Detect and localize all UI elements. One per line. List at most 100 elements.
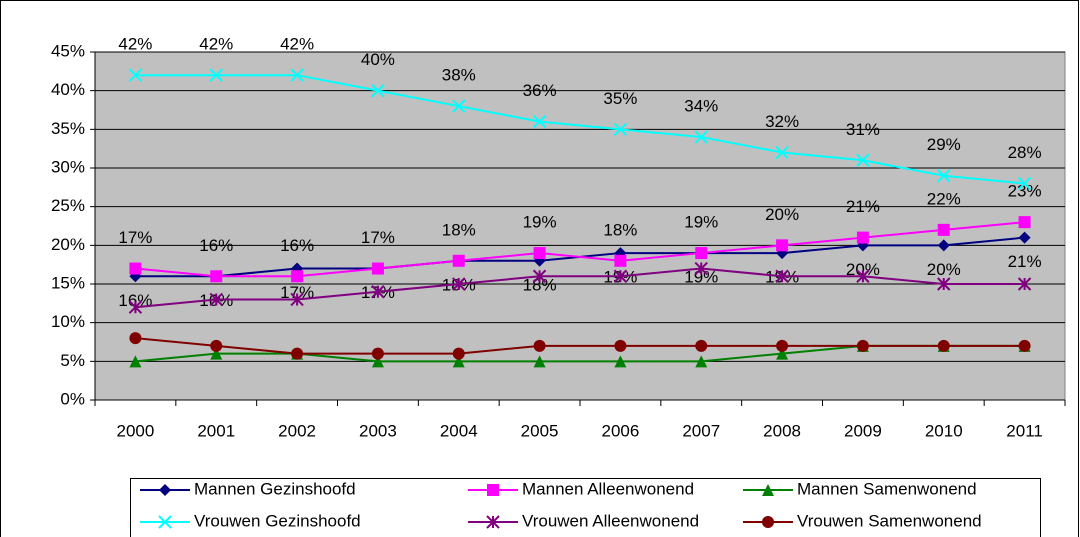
marker: [452, 99, 466, 113]
data-label: 19%: [684, 213, 718, 232]
marker: [532, 269, 547, 283]
data-label: 17%: [280, 283, 314, 302]
marker: [775, 145, 789, 160]
data-label: 20%: [765, 205, 799, 224]
data-label: 40%: [361, 50, 395, 69]
data-label: 21%: [1008, 252, 1042, 271]
marker: [371, 285, 385, 299]
marker: [1017, 277, 1032, 291]
legend-label: Mannen Gezinshoofd: [194, 479, 356, 498]
data-label: 16%: [280, 236, 314, 255]
legend-label: Vrouwen Gezinshoofd: [194, 511, 361, 530]
data-label: 18%: [442, 220, 476, 239]
marker: [291, 347, 304, 360]
marker: [694, 261, 708, 276]
marker: [856, 269, 870, 283]
marker: [1017, 176, 1032, 191]
marker: [128, 68, 143, 82]
y-tick-label: 10%: [51, 312, 85, 331]
marker: [614, 339, 627, 352]
marker: [158, 515, 172, 529]
x-tick-label: 2003: [359, 421, 397, 440]
marker: [291, 270, 304, 283]
data-label: 18%: [603, 220, 637, 239]
marker: [775, 269, 789, 283]
marker: [937, 223, 950, 236]
marker: [533, 339, 546, 352]
data-label: 20%: [846, 260, 880, 279]
marker: [452, 277, 466, 291]
marker: [371, 355, 384, 368]
marker: [209, 292, 223, 307]
marker: [532, 114, 547, 129]
marker: [613, 269, 628, 283]
marker: [762, 516, 774, 528]
data-label: 19%: [684, 268, 718, 287]
x-tick-label: 2009: [844, 421, 882, 440]
x-tick-label: 2002: [278, 421, 316, 440]
x-tick-label: 2008: [763, 421, 801, 440]
marker: [856, 231, 869, 244]
marker: [694, 130, 708, 144]
marker: [1018, 339, 1031, 352]
marker: [129, 262, 142, 275]
marker: [695, 355, 708, 368]
data-label: 31%: [846, 120, 880, 139]
marker: [129, 355, 142, 368]
marker: [210, 270, 223, 283]
series-line: [135, 221, 1025, 278]
marker: [486, 515, 500, 529]
x-tick-label: 2004: [440, 421, 478, 440]
y-tick-label: 0%: [60, 389, 85, 408]
data-label: 42%: [280, 35, 314, 54]
marker: [371, 83, 385, 98]
data-label: 42%: [199, 35, 233, 54]
x-tick-label: 2000: [117, 421, 155, 440]
y-tick-label: 20%: [51, 235, 85, 254]
marker: [776, 239, 789, 252]
data-label: 18%: [523, 275, 557, 294]
marker: [487, 484, 499, 496]
legend-label: Vrouwen Samenwonend: [797, 511, 982, 530]
marker: [452, 355, 465, 368]
data-label: 16%: [199, 236, 233, 255]
y-tick-label: 45%: [51, 41, 85, 60]
marker: [937, 277, 951, 291]
data-label: 35%: [603, 89, 637, 108]
marker: [762, 484, 774, 496]
data-label: 20%: [927, 260, 961, 279]
marker: [159, 484, 171, 496]
data-label: 23%: [1008, 182, 1042, 201]
x-tick-label: 2011: [1006, 421, 1043, 440]
marker: [614, 254, 627, 267]
marker: [210, 347, 223, 360]
y-tick-label: 40%: [51, 80, 85, 99]
marker: [533, 254, 546, 267]
legend-label: Mannen Alleenwonend: [522, 479, 694, 498]
marker: [533, 247, 546, 260]
data-label: 19%: [523, 213, 557, 232]
data-label: 32%: [765, 112, 799, 131]
marker: [776, 339, 789, 352]
series-line: [135, 74, 1025, 185]
y-tick-label: 25%: [51, 196, 85, 215]
data-label: 22%: [927, 189, 961, 208]
marker: [937, 239, 950, 252]
y-tick-label: 5%: [60, 351, 85, 370]
marker: [614, 247, 627, 260]
marker: [533, 355, 546, 368]
marker: [613, 122, 628, 137]
marker: [128, 300, 143, 314]
series-line: [135, 337, 1025, 355]
marker: [856, 153, 870, 167]
x-tick-label: 2007: [682, 421, 720, 440]
data-label: 17%: [118, 228, 152, 247]
marker: [290, 292, 304, 307]
data-label: 17%: [361, 228, 395, 247]
marker: [452, 347, 465, 360]
data-label: 42%: [118, 35, 152, 54]
marker: [371, 347, 384, 360]
marker: [856, 339, 869, 352]
x-tick-label: 2001: [197, 421, 235, 440]
